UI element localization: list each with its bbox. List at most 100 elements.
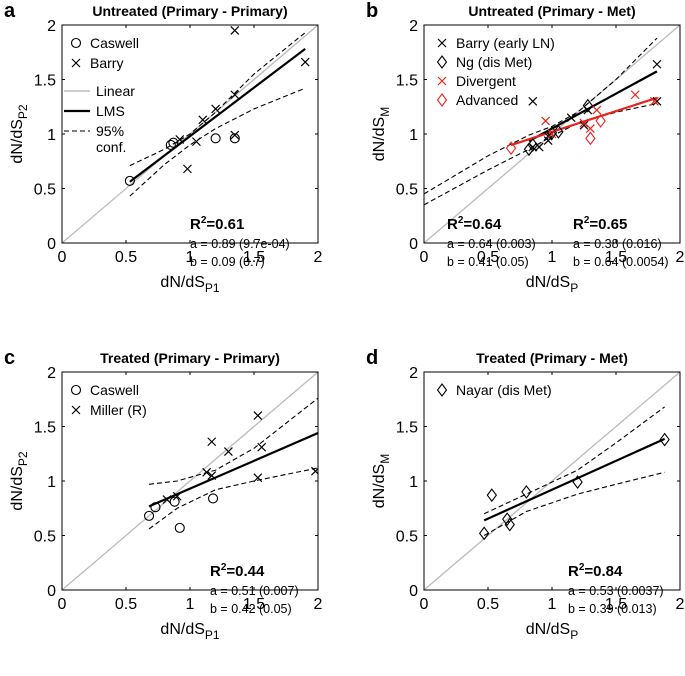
y-tick-label: 0.5 xyxy=(396,182,418,199)
x-tick-label: 2 xyxy=(676,596,685,613)
data-point xyxy=(579,120,589,130)
data-point xyxy=(652,96,662,106)
data-point xyxy=(230,90,240,100)
confidence-band-lower xyxy=(424,102,658,206)
r2-number: =0.65 xyxy=(589,216,627,233)
data-point xyxy=(230,26,240,35)
series-caswell xyxy=(143,493,219,533)
panel-letter: d xyxy=(366,347,378,369)
data-point xyxy=(223,447,233,456)
y-tick-label: 0.5 xyxy=(34,182,56,199)
legend-label: Barry xyxy=(90,55,123,71)
data-point xyxy=(207,471,217,480)
data-point xyxy=(169,496,180,507)
x-tick-label: 0 xyxy=(420,249,429,266)
x-axis-label-sub: P xyxy=(570,628,578,642)
data-point xyxy=(592,105,602,115)
legend: Caswell Barry Linear LMS 95%conf. xyxy=(64,35,139,155)
data-point xyxy=(311,466,318,476)
slope-text: a = 0.64 (0.003) xyxy=(447,237,536,251)
plot-area xyxy=(62,25,318,243)
y-tick-label: 0 xyxy=(47,583,56,600)
y-tick-label: 2 xyxy=(47,18,56,35)
panel-title: Treated (Primary - Met) xyxy=(476,350,628,366)
lms-fit-line xyxy=(129,47,306,183)
data-point xyxy=(523,142,535,157)
data-point xyxy=(253,411,263,421)
y-tick-label: 1 xyxy=(47,474,56,491)
y-tick-label: 0 xyxy=(47,236,56,253)
r2-value: R2=0.64 xyxy=(447,215,502,233)
r2-superscript: 2 xyxy=(579,562,585,573)
data-point xyxy=(162,495,172,504)
y-tick-label: 1.5 xyxy=(396,420,418,437)
plot-area xyxy=(424,25,680,243)
r2-value: R2=0.65 xyxy=(573,215,627,233)
x-tick-label: 1.5 xyxy=(243,249,265,266)
y-axis-label-sub: M xyxy=(378,454,392,464)
data-point xyxy=(659,432,670,447)
x-tick-label: 1 xyxy=(186,596,195,613)
data-point xyxy=(579,118,589,128)
data-point xyxy=(528,96,538,106)
data-point xyxy=(183,164,192,174)
plot-area xyxy=(424,372,680,590)
panel-letter: c xyxy=(4,347,15,369)
x-axis-label-sub: P1 xyxy=(205,281,220,295)
y-axis-label-main: dN/dS xyxy=(9,119,26,163)
x-tick-label: 1.5 xyxy=(243,596,265,613)
data-point xyxy=(165,139,176,150)
series-miller-r- xyxy=(162,411,318,504)
r2-number: =0.44 xyxy=(226,563,265,580)
data-point xyxy=(630,90,640,100)
x-axis-label-main: dN/dS xyxy=(160,621,204,638)
x-tick-label: 2 xyxy=(314,596,323,613)
panel-b: 0 0.5 1 1.5 2 0 0.5 1 1.5 2 Untreated (Primary - M… xyxy=(366,0,685,295)
data-point xyxy=(150,502,161,513)
data-point xyxy=(174,522,185,533)
data-point xyxy=(175,135,185,144)
y-tick-label: 0.5 xyxy=(396,529,418,546)
x-tick-label: 2 xyxy=(314,249,323,266)
legend-label: Nayar (dis Met) xyxy=(456,382,552,398)
data-point xyxy=(585,131,596,146)
data-point xyxy=(229,133,240,144)
intercept-text: b = 0.39 (0.013) xyxy=(568,602,657,616)
data-point xyxy=(504,517,515,532)
y-tick-label: 1 xyxy=(47,127,56,144)
data-point xyxy=(257,442,267,452)
y-tick-label: 1 xyxy=(409,127,418,144)
data-point xyxy=(595,114,606,128)
data-point xyxy=(202,467,212,477)
r2-superscript: 2 xyxy=(221,562,227,573)
intercept-text: b = 0.09 (0.7) xyxy=(190,255,265,269)
legend: Nayar (dis Met) xyxy=(436,382,552,398)
y-axis-label: dN/dSM xyxy=(371,454,392,508)
r2-label: R xyxy=(568,563,579,580)
r2-number: =0.84 xyxy=(584,563,623,580)
data-point xyxy=(207,437,217,447)
data-point xyxy=(521,484,532,499)
confidence-band-lower xyxy=(483,471,665,536)
x-axis-label-main: dN/dS xyxy=(526,274,570,291)
x-axis-label-sub: P xyxy=(570,281,578,295)
legend-marker xyxy=(70,384,82,396)
y-axis-label-sub: P2 xyxy=(16,104,30,119)
data-point xyxy=(207,493,219,504)
confidence-band-upper xyxy=(148,397,318,485)
x-axis-label: dN/dSP xyxy=(526,274,578,295)
legend-label: Ng (dis Met) xyxy=(456,54,532,70)
y-axis-label-main: dN/dS xyxy=(371,464,388,508)
legend-label: Linear xyxy=(96,83,135,99)
r2-label: R xyxy=(447,216,458,233)
x-tick-label: 0.5 xyxy=(115,249,137,266)
x-tick-label: 0.5 xyxy=(115,596,137,613)
legend-label: LMS xyxy=(96,103,125,119)
y-axis-label-main: dN/dS xyxy=(9,466,26,510)
x-axis-label: dN/dSP1 xyxy=(160,274,219,295)
data-point xyxy=(191,137,201,147)
legend-marker xyxy=(70,37,82,49)
slope-text: a = 0.89 (9.7e-04) xyxy=(190,237,290,251)
series-caswell xyxy=(124,133,240,186)
